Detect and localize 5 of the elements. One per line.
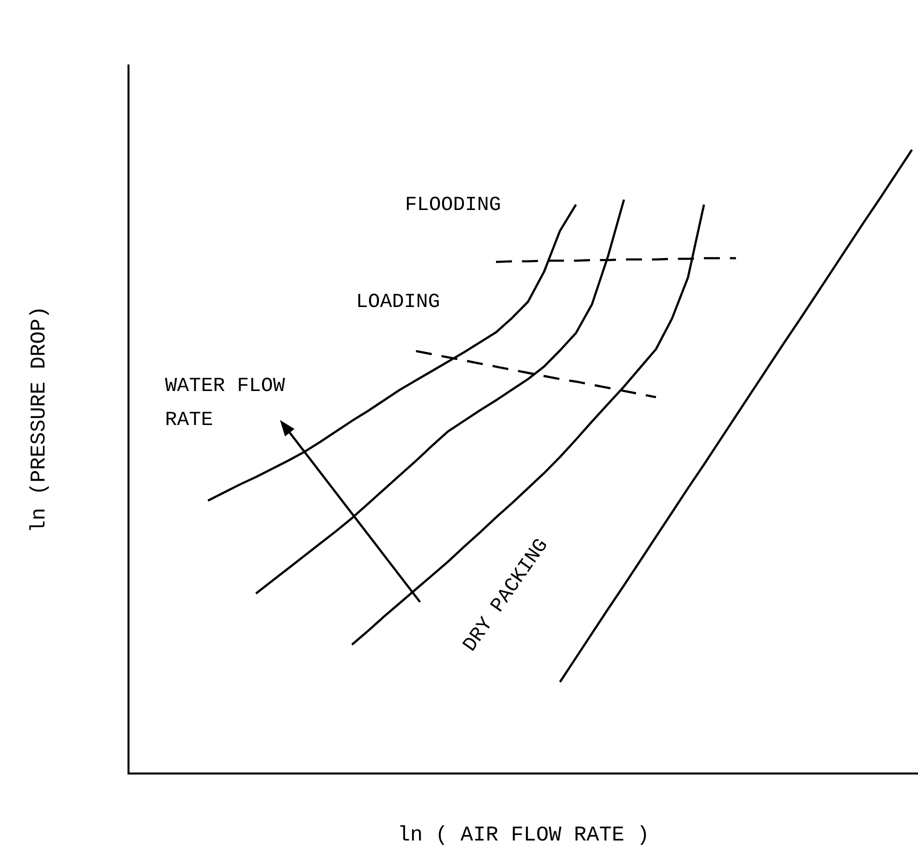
annotation: WATER FLOW RATE [165,375,286,432]
text: FLOODING [404,194,501,217]
x-axis-title: ln ( AIR FLOW RATE ) [397,824,650,848]
text: LOADING [356,291,440,314]
y-axis-title: ln (PRESSURE DROP) [28,306,52,533]
